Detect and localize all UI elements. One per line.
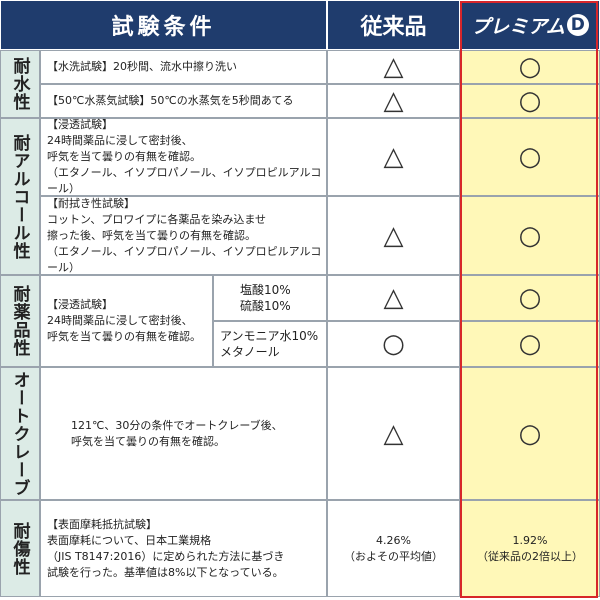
symbol: △ — [383, 283, 404, 313]
text-line: 121℃、30分の条件でオートクレーブ後、 — [71, 418, 283, 432]
text-line: 呼気を当て曇りの有無を確認。 — [47, 330, 201, 343]
category-cell: 耐アルコール性 — [0, 118, 40, 275]
category: 耐傷性 — [9, 521, 30, 576]
text-line: 【50℃水蒸気試験】50℃の水蒸気を5秒間あてる — [47, 94, 294, 107]
text-line: 1.92% — [512, 533, 548, 547]
conventional-result: △ — [327, 196, 460, 275]
text-line: コットン、プロワイプに各薬品を染み込ませ — [47, 212, 267, 226]
test-description: 【水洗試験】20秒間、流水中擦り洗い — [40, 50, 327, 84]
header-text: 従来品 — [360, 15, 427, 40]
conventional-result: ○ — [327, 321, 460, 367]
header-text: 試験条件 — [111, 15, 216, 40]
symbol: ○ — [518, 283, 542, 313]
text-line: （およその平均値） — [344, 549, 443, 563]
premium-result: ○ — [460, 367, 600, 500]
text-line: 試験を行った。基準値は8%以下となっている。 — [47, 565, 284, 579]
premium-result: ○ — [460, 84, 600, 118]
symbol: ○ — [518, 329, 542, 359]
conventional-result: △ — [327, 50, 460, 84]
symbol: △ — [383, 52, 404, 82]
symbol: ○ — [518, 418, 542, 449]
logo-mark: D — [566, 14, 589, 36]
text-line: 【耐拭き性試験】 — [47, 196, 135, 210]
symbol: △ — [383, 418, 404, 449]
text-line: 24時間薬品に浸して密封後、 — [47, 134, 193, 147]
symbol: △ — [383, 220, 404, 251]
text-line: メタノール — [220, 345, 280, 359]
test-description: 【浸透試験】 24時間薬品に浸して密封後、 呼気を当て曇りの有無を確認。 （エタノール… — [40, 118, 327, 196]
header-conventional: 従来品 — [327, 0, 460, 50]
category: 耐アルコール性 — [9, 133, 30, 260]
category-cell: オートクレーブ — [0, 367, 40, 500]
text-line: 24時間薬品に浸して密封後、 — [47, 314, 193, 327]
text-line: 【浸透試験】 — [47, 118, 113, 131]
conventional-result: △ — [327, 367, 460, 500]
text-line: 4.26% — [376, 533, 411, 547]
symbol: ○ — [518, 52, 542, 82]
category: 耐水性 — [9, 57, 30, 111]
conventional-result: △ — [327, 84, 460, 118]
text-line: （エタノール、イソプロパノール、イソプロピルアルコール） — [47, 244, 322, 274]
text-line: 【浸透試験】 — [47, 298, 113, 311]
test-description: 【浸透試験】 24時間薬品に浸して密封後、 呼気を当て曇りの有無を確認。 — [40, 275, 213, 367]
premium-result: ○ — [460, 275, 600, 321]
premium-result: ○ — [460, 118, 600, 196]
test-description: 121℃、30分の条件でオートクレーブ後、 呼気を当て曇りの有無を確認。 — [40, 367, 327, 500]
symbol: ○ — [518, 86, 542, 116]
premium-result: 1.92% （従来品の2倍以上） — [460, 500, 600, 597]
text-line: 【表面摩耗抵抗試験】 — [47, 517, 157, 531]
symbol: △ — [383, 86, 404, 116]
category: オートクレーブ — [9, 370, 30, 497]
conventional-result: 4.26% （およその平均値） — [327, 500, 460, 597]
text-line: 擦った後、呼気を当て曇りの有無を確認。 — [47, 228, 256, 242]
conventional-result: △ — [327, 275, 460, 321]
premium-result: ○ — [460, 50, 600, 84]
symbol: ○ — [518, 220, 542, 251]
conventional-result: △ — [327, 118, 460, 196]
symbol: ○ — [518, 142, 542, 172]
header-text: プレミアム — [471, 15, 565, 38]
text-line: 【水洗試験】20秒間、流水中擦り洗い — [47, 60, 237, 73]
test-description: 【耐拭き性試験】コットン、プロワイプに各薬品を染み込ませ 擦った後、呼気を当て曇り… — [40, 196, 327, 275]
chemicals: アンモニア水10% メタノール — [213, 321, 327, 367]
category: 耐薬品性 — [9, 285, 30, 357]
text-line: 塩酸10% — [240, 283, 291, 297]
text-line: 硫酸10% — [240, 299, 291, 313]
text-line: 呼気を当て曇りの有無を確認。 — [71, 434, 225, 448]
test-description: 【表面摩耗抵抗試験】表面摩耗について、日本工業規格 （JIS T8147:2016… — [40, 500, 327, 597]
premium-result: ○ — [460, 196, 600, 275]
text-line: 表面摩耗について、日本工業規格 — [47, 533, 212, 547]
text-line: （従来品の2倍以上） — [477, 549, 583, 563]
category-cell: 耐傷性 — [0, 500, 40, 597]
text-line: （エタノール、イソプロパノール、イソプロピルアルコール） — [47, 166, 322, 195]
test-description: 【50℃水蒸気試験】50℃の水蒸気を5秒間あてる — [40, 84, 327, 118]
category-cell: 耐薬品性 — [0, 275, 40, 367]
symbol: △ — [383, 142, 404, 172]
symbol: ○ — [382, 329, 405, 359]
category-cell: 耐水性 — [0, 50, 40, 118]
text-line: アンモニア水10% — [220, 329, 319, 343]
text-line: （JIS T8147:2016）に定められた方法に基づき — [47, 549, 285, 563]
text-line: 呼気を当て曇りの有無を確認。 — [47, 150, 201, 163]
premium-result: ○ — [460, 321, 600, 367]
chemicals: 塩酸10% 硫酸10% — [213, 275, 327, 321]
header-premium: プレミアム D — [460, 0, 600, 50]
header-conditions: 試験条件 — [0, 0, 327, 50]
